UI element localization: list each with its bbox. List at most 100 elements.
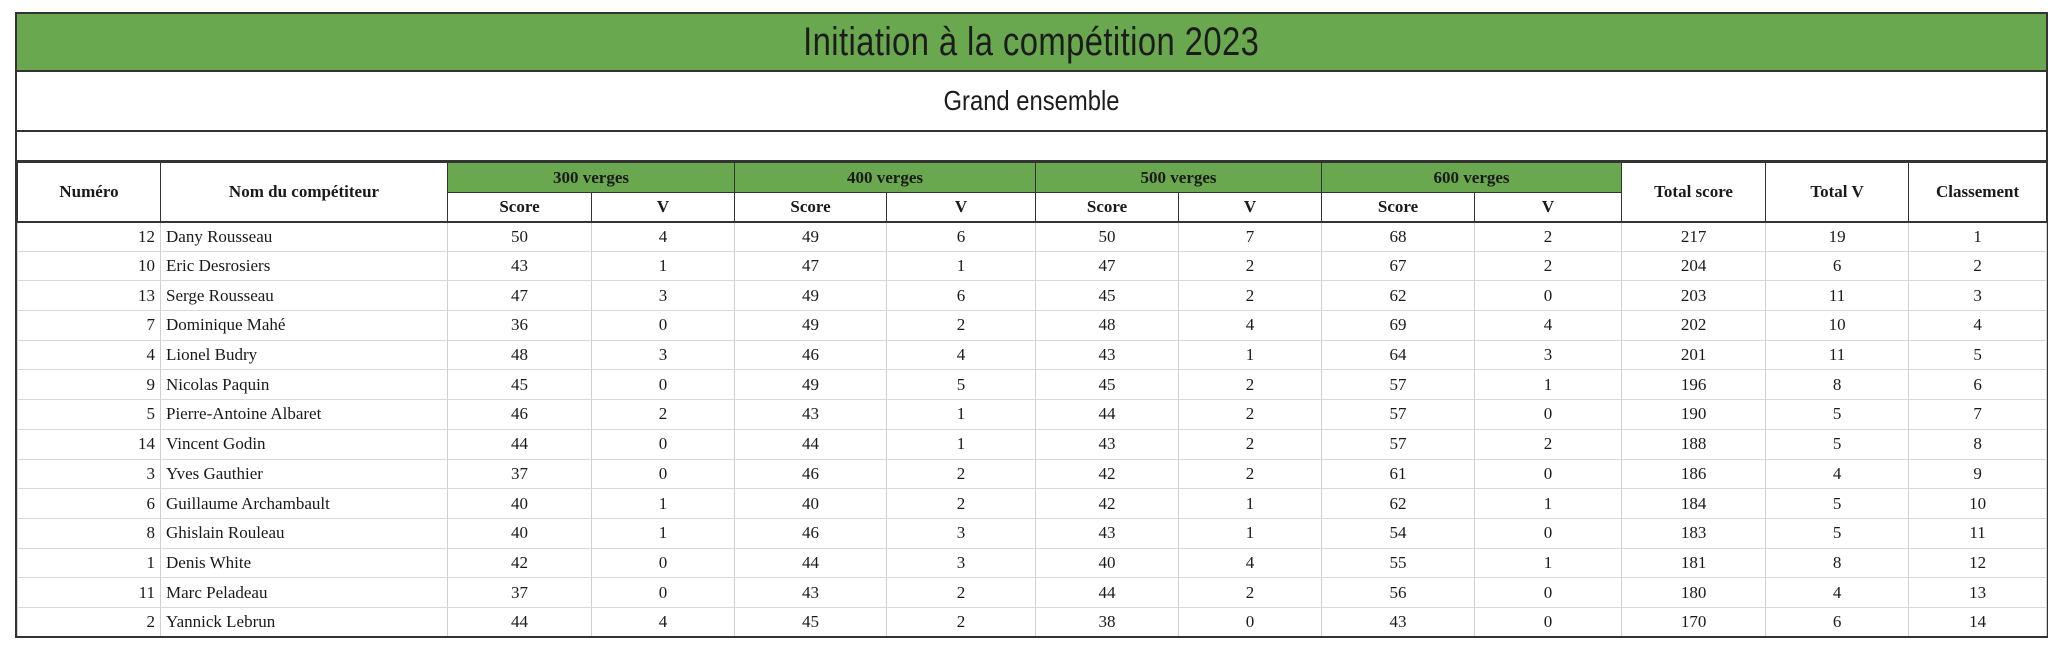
cell-score-600: 57	[1321, 399, 1476, 430]
cell-score-300: 47	[447, 280, 592, 312]
table-row: 5 Pierre-Antoine Albaret 46 2 43 1 44 2 57 0 190 5 7	[17, 399, 2048, 430]
cell-total-v: 8	[1765, 548, 1910, 579]
cell-nom: Lionel Budry	[160, 340, 448, 371]
cell-nom: Vincent Godin	[160, 429, 448, 460]
subtitle-bar: Grand ensemble	[17, 72, 2046, 132]
header-v-300: V	[590, 192, 736, 223]
cell-v-500: 0	[1178, 607, 1323, 639]
cell-v-400: 2	[886, 488, 1037, 519]
cell-total-score: 188	[1621, 429, 1767, 460]
cell-v-400: 5	[886, 369, 1037, 401]
cell-v-600: 0	[1474, 459, 1623, 490]
header-nom: Nom du compétiteur	[160, 162, 448, 223]
cell-numero: 9	[17, 369, 161, 401]
header-total-score: Total score	[1621, 162, 1767, 223]
cell-score-600: 62	[1321, 488, 1476, 519]
cell-score-500: 45	[1035, 369, 1180, 401]
cell-total-score: 204	[1621, 251, 1767, 282]
cell-v-500: 2	[1178, 459, 1323, 490]
cell-total-v: 11	[1765, 280, 1910, 312]
cell-v-300: 1	[590, 251, 736, 282]
cell-score-600: 61	[1321, 459, 1476, 490]
table-row: 8 Ghislain Rouleau 40 1 46 3 43 1 54 0 183 5 11	[17, 518, 2048, 549]
cell-v-400: 1	[886, 399, 1037, 430]
cell-score-500: 48	[1035, 310, 1180, 341]
cell-v-400: 2	[886, 607, 1037, 639]
cell-total-v: 5	[1765, 399, 1910, 430]
table-row: 12 Dany Rousseau 50 4 49 6 50 7 68 2 217 19 1	[17, 221, 2048, 252]
cell-score-300: 50	[447, 221, 592, 252]
cell-score-300: 44	[447, 429, 592, 460]
table-row: 3 Yves Gauthier 37 0 46 2 42 2 61 0 186 4 9	[17, 459, 2048, 490]
cell-score-300: 48	[447, 340, 592, 371]
cell-total-v: 5	[1765, 518, 1910, 549]
cell-v-500: 2	[1178, 429, 1323, 460]
cell-score-400: 46	[734, 518, 888, 549]
cell-v-300: 4	[590, 221, 736, 252]
cell-total-v: 19	[1765, 221, 1910, 252]
results-sheet: Initiation à la compétition 2023 Grand e…	[15, 12, 2048, 639]
cell-numero: 13	[17, 280, 161, 312]
cell-v-500: 4	[1178, 310, 1323, 341]
cell-classement: 13	[1908, 577, 2048, 608]
cell-score-400: 40	[734, 488, 888, 519]
cell-score-400: 44	[734, 548, 888, 579]
empty-row	[17, 132, 2046, 162]
cell-v-600: 1	[1474, 488, 1623, 519]
cell-total-v: 10	[1765, 310, 1910, 341]
header-v-400: V	[886, 192, 1037, 223]
table-row: 13 Serge Rousseau 47 3 49 6 45 2 62 0 203 11 3	[17, 280, 2048, 312]
cell-total-score: 201	[1621, 340, 1767, 371]
cell-v-600: 0	[1474, 518, 1623, 549]
cell-v-400: 2	[886, 459, 1037, 490]
cell-numero: 3	[17, 459, 161, 490]
cell-score-600: 68	[1321, 221, 1476, 252]
cell-v-400: 3	[886, 548, 1037, 579]
cell-v-300: 3	[590, 280, 736, 312]
cell-total-v: 6	[1765, 607, 1910, 639]
cell-v-400: 4	[886, 340, 1037, 371]
cell-total-score: 184	[1621, 488, 1767, 519]
cell-v-500: 7	[1178, 221, 1323, 252]
header-numero: Numéro	[17, 162, 161, 223]
cell-nom: Yves Gauthier	[160, 459, 448, 490]
cell-score-600: 57	[1321, 429, 1476, 460]
table-row: 2 Yannick Lebrun 44 4 45 2 38 0 43 0 170 6 14	[17, 607, 2048, 639]
cell-v-300: 1	[590, 518, 736, 549]
cell-score-400: 47	[734, 251, 888, 282]
cell-nom: Denis White	[160, 548, 448, 579]
cell-classement: 8	[1908, 429, 2048, 460]
cell-total-v: 5	[1765, 429, 1910, 460]
cell-total-v: 4	[1765, 577, 1910, 608]
cell-score-400: 45	[734, 607, 888, 639]
cell-numero: 10	[17, 251, 161, 282]
cell-score-600: 62	[1321, 280, 1476, 312]
header-group-500: 500 verges	[1035, 162, 1323, 193]
cell-numero: 7	[17, 310, 161, 341]
cell-total-score: 190	[1621, 399, 1767, 430]
cell-numero: 14	[17, 429, 161, 460]
header-score-400: Score	[734, 192, 888, 223]
cell-classement: 5	[1908, 340, 2048, 371]
cell-numero: 5	[17, 399, 161, 430]
table-row: 14 Vincent Godin 44 0 44 1 43 2 57 2 188 5 8	[17, 429, 2048, 460]
cell-score-400: 46	[734, 459, 888, 490]
cell-total-v: 8	[1765, 369, 1910, 401]
cell-total-score: 196	[1621, 369, 1767, 401]
cell-total-score: 170	[1621, 607, 1767, 639]
cell-score-300: 40	[447, 518, 592, 549]
header-score-600: Score	[1321, 192, 1476, 223]
cell-numero: 12	[17, 221, 161, 252]
page-title: Initiation à la compétition 2023	[803, 19, 1260, 64]
cell-total-score: 202	[1621, 310, 1767, 341]
cell-classement: 12	[1908, 548, 2048, 579]
cell-classement: 6	[1908, 369, 2048, 401]
cell-v-500: 2	[1178, 280, 1323, 312]
cell-v-300: 3	[590, 340, 736, 371]
cell-v-400: 1	[886, 429, 1037, 460]
cell-nom: Guillaume Archambault	[160, 488, 448, 519]
cell-score-400: 46	[734, 340, 888, 371]
cell-v-300: 0	[590, 310, 736, 341]
cell-v-400: 6	[886, 280, 1037, 312]
cell-v-400: 3	[886, 518, 1037, 549]
